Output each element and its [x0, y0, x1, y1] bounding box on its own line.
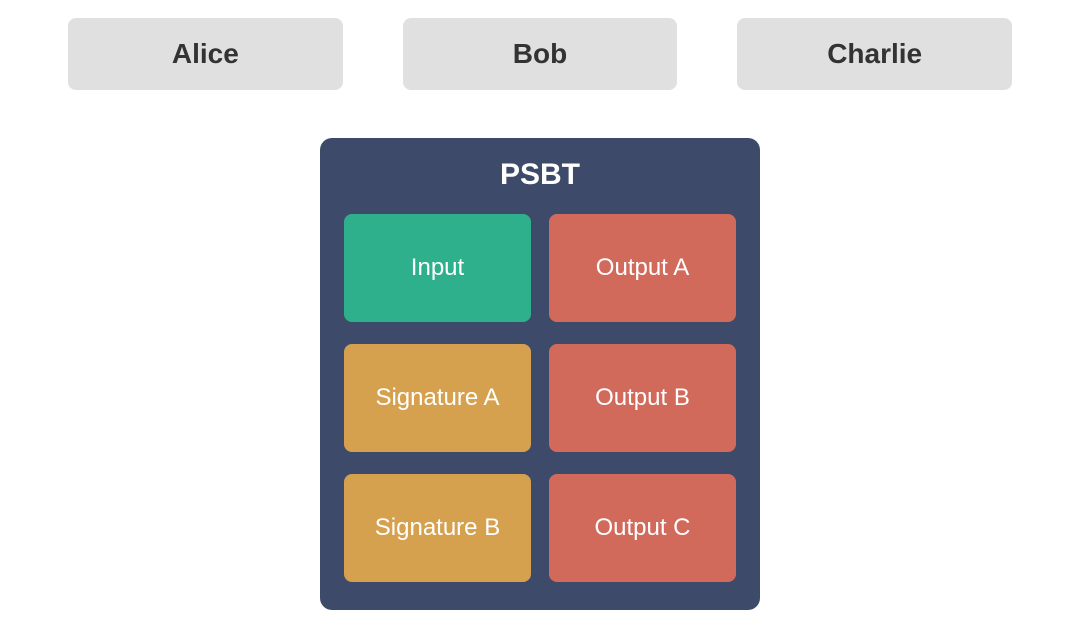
psbt-cell-signature-b: Signature B: [344, 474, 531, 582]
psbt-cell-output-b: Output B: [549, 344, 736, 452]
psbt-cell-label: Output B: [595, 384, 690, 412]
psbt-cell-output-c: Output C: [549, 474, 736, 582]
psbt-cell-output-a: Output A: [549, 214, 736, 322]
participant-label: Bob: [513, 38, 567, 70]
participants-row: Alice Bob Charlie: [0, 0, 1080, 90]
psbt-cell-input: Input: [344, 214, 531, 322]
participant-alice: Alice: [68, 18, 343, 90]
psbt-cell-label: Input: [411, 254, 464, 282]
participant-bob: Bob: [403, 18, 678, 90]
psbt-title: PSBT: [344, 158, 736, 192]
participant-label: Alice: [172, 38, 239, 70]
psbt-container: PSBT Input Output A Signature A Output B…: [320, 138, 760, 610]
participant-label: Charlie: [827, 38, 922, 70]
psbt-cell-label: Signature B: [375, 514, 500, 542]
psbt-grid: Input Output A Signature A Output B Sign…: [344, 214, 736, 582]
psbt-cell-label: Output C: [594, 514, 690, 542]
psbt-cell-label: Output A: [596, 254, 689, 282]
participant-charlie: Charlie: [737, 18, 1012, 90]
psbt-cell-signature-a: Signature A: [344, 344, 531, 452]
psbt-cell-label: Signature A: [375, 384, 499, 412]
